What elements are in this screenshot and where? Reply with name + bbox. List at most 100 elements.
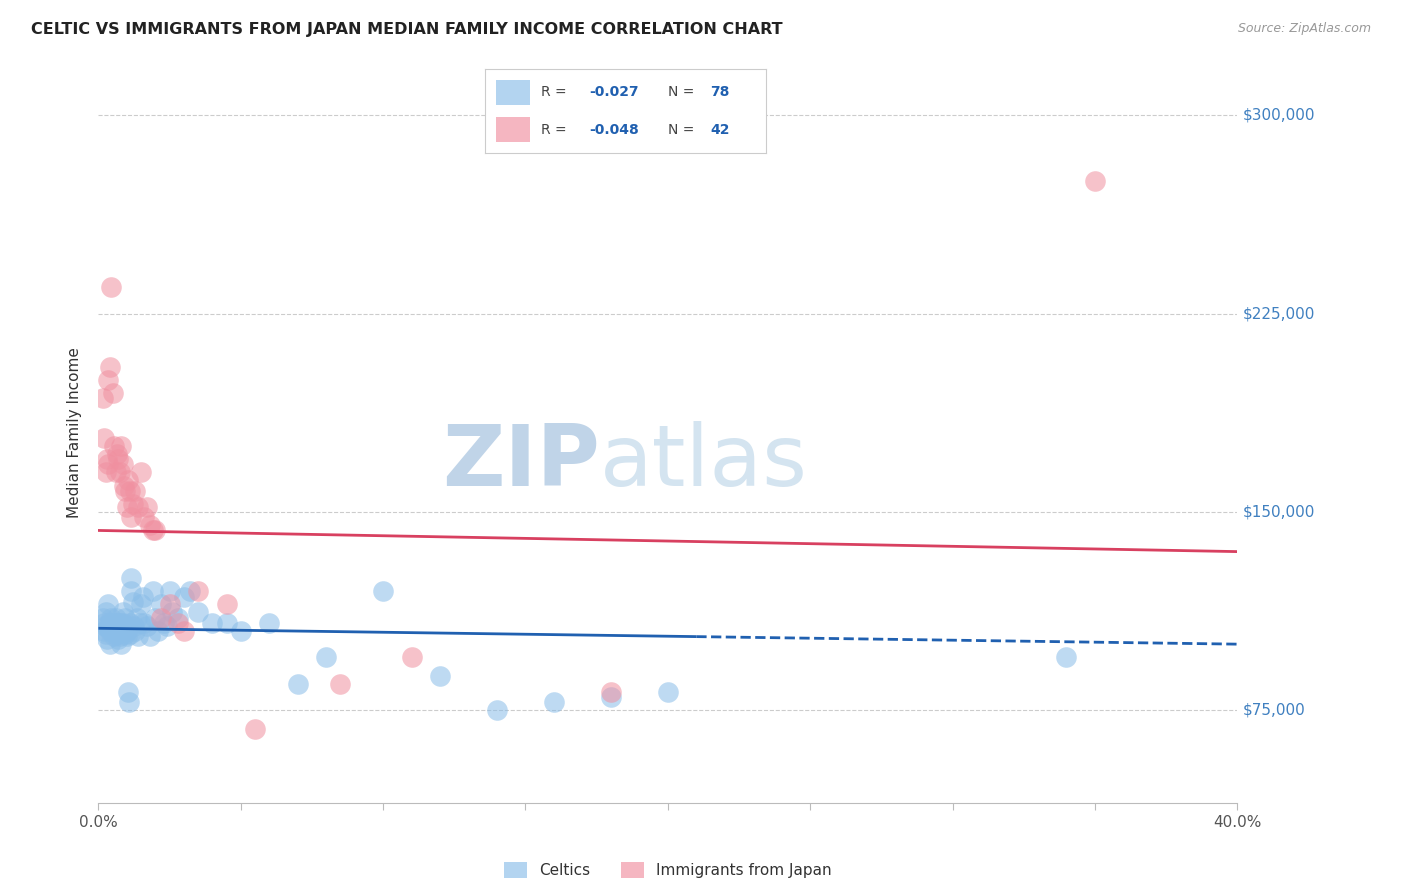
Point [93,618,115,632]
Point [315,650,337,665]
Point [141,524,163,538]
Point [121,497,143,511]
Text: Source: ZipAtlas.com: Source: ZipAtlas.com [1237,22,1371,36]
Point [91,610,114,624]
Point [600,690,623,704]
Point [201,615,224,630]
FancyBboxPatch shape [496,79,530,105]
Point [93,431,115,445]
Point [111,458,134,472]
Point [118,695,141,709]
Point [141,584,163,599]
Point [127,629,149,643]
Point [103,629,125,643]
Point [120,510,142,524]
Point [98,359,121,374]
Point [429,669,451,683]
Point [104,610,127,624]
Point [329,677,352,691]
Point [111,624,134,638]
Point [543,695,565,709]
Point [111,606,134,620]
Text: 42: 42 [710,123,730,136]
Point [120,584,142,599]
Point [98,615,121,630]
Point [135,618,157,632]
Point [215,598,238,612]
Point [107,615,129,630]
Text: CELTIC VS IMMIGRANTS FROM JAPAN MEDIAN FAMILY INCOME CORRELATION CHART: CELTIC VS IMMIGRANTS FROM JAPAN MEDIAN F… [31,22,783,37]
Point [120,571,142,585]
Point [105,447,128,461]
Point [114,626,136,640]
Y-axis label: Median Family Income: Median Family Income [66,347,82,518]
Point [93,624,115,638]
Point [243,722,266,736]
Point [97,598,120,612]
Point [173,624,195,638]
Text: R =: R = [541,123,571,136]
Point [93,615,115,630]
Point [100,610,122,624]
Point [138,518,160,533]
Legend: Celtics, Immigrants from Japan: Celtics, Immigrants from Japan [498,855,838,884]
Point [100,280,122,294]
Point [115,618,138,632]
Point [105,626,128,640]
Point [259,615,281,630]
Point [167,610,190,624]
Point [105,621,128,635]
Point [117,629,139,643]
Point [145,610,167,624]
Point [371,584,394,599]
Point [167,615,190,630]
Point [101,615,124,630]
Text: -0.048: -0.048 [589,123,638,136]
Point [131,590,153,604]
Text: -0.027: -0.027 [589,86,638,99]
Point [1056,650,1078,665]
Point [117,473,139,487]
Point [1084,174,1107,188]
Point [117,685,139,699]
Point [96,452,118,467]
Point [156,618,179,632]
Point [107,632,129,646]
Point [110,439,132,453]
Point [114,610,136,624]
Point [107,452,129,467]
Text: N =: N = [668,123,699,136]
Point [103,624,125,638]
Point [94,465,117,479]
Point [108,629,131,643]
Point [129,465,152,479]
Point [91,391,114,405]
Point [103,439,125,453]
Text: $225,000: $225,000 [1243,306,1316,321]
Point [110,615,132,630]
Point [97,458,120,472]
Text: $150,000: $150,000 [1243,505,1316,519]
Point [187,606,209,620]
Point [159,598,181,612]
Point [128,615,150,630]
Point [138,629,160,643]
Point [179,584,201,599]
Text: N =: N = [668,86,699,99]
Text: ZIP: ZIP [441,421,599,504]
Point [657,685,679,699]
Point [148,624,170,638]
Point [104,465,127,479]
Point [132,510,155,524]
Point [110,637,132,651]
Text: 78: 78 [710,86,730,99]
Point [145,524,167,538]
Text: atlas: atlas [599,421,807,504]
Text: R =: R = [541,86,571,99]
Point [124,624,146,638]
Point [159,584,181,599]
FancyBboxPatch shape [496,117,530,143]
Point [118,483,141,498]
Point [127,500,149,514]
Point [229,624,252,638]
